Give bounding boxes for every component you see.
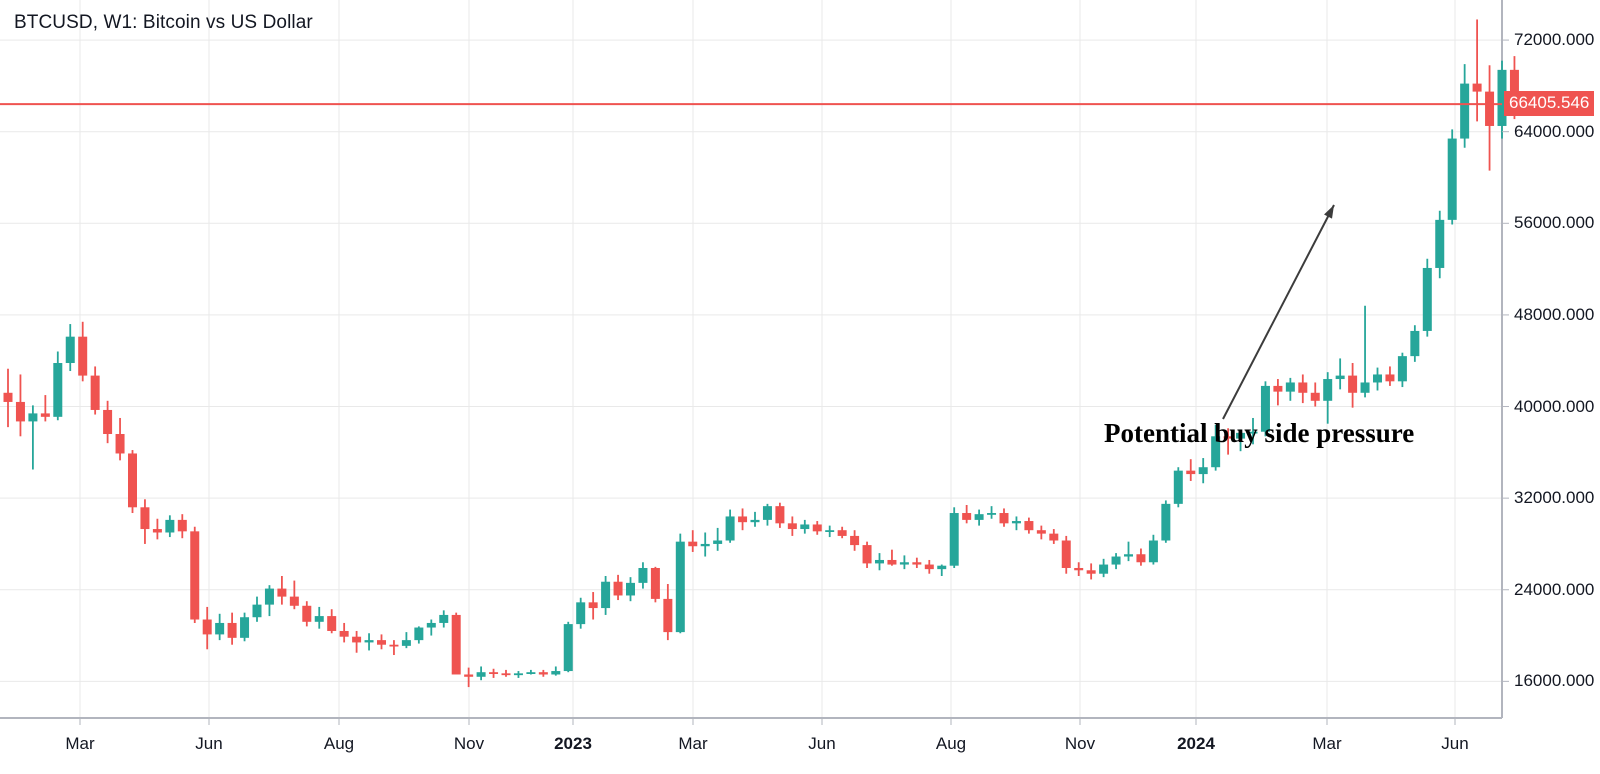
axis-lines	[0, 0, 1503, 719]
annotation-arrow-icon	[1222, 204, 1335, 420]
price-axis-label: 48000.000	[1514, 304, 1595, 324]
time-axis-label: Jun	[808, 734, 836, 753]
chart-title: BTCUSD, W1: Bitcoin vs US Dollar	[14, 12, 313, 33]
price-marker-badge[interactable]: 66405.546	[1504, 91, 1595, 117]
time-axis-label: Jun	[1441, 734, 1469, 753]
axis-tick-marks	[79, 39, 1509, 725]
time-axis-label: Mar	[65, 734, 95, 753]
time-axis-label: Nov	[1064, 734, 1096, 753]
vertical-gridlines	[79, 0, 1456, 718]
price-axis-label: 24000.000	[1514, 579, 1595, 599]
time-axis-label: Mar	[678, 734, 708, 753]
price-axis-label: 40000.000	[1514, 396, 1595, 416]
time-axis-label: Jun	[195, 734, 223, 753]
time-axis-label: 2024	[1177, 734, 1215, 753]
price-axis-label: 72000.000	[1514, 30, 1595, 50]
price-axis-label: 16000.000	[1514, 671, 1595, 691]
time-axis-label: Nov	[453, 734, 485, 753]
time-axis-label: Aug	[323, 734, 355, 753]
time-axis-label: Mar	[1312, 734, 1342, 753]
price-axis-label: 64000.000	[1514, 121, 1595, 141]
time-axis-label: 2023	[554, 734, 592, 753]
price-axis-label: 56000.000	[1514, 213, 1595, 233]
horizontal-gridlines	[0, 39, 1502, 682]
time-axis-label: Aug	[935, 734, 967, 753]
annotation-label: Potential buy side pressure	[1104, 418, 1415, 448]
candle-series	[3, 19, 1519, 688]
price-axis-label: 32000.000	[1514, 488, 1595, 508]
